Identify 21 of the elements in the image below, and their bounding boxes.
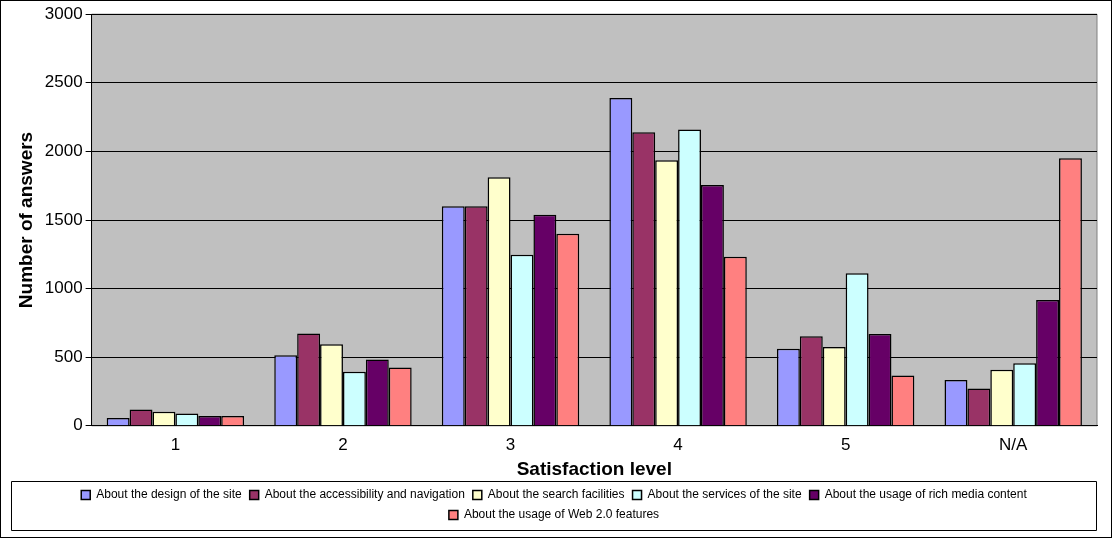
legend-label: About the usage of rich media content [824,487,1028,502]
legend-label: About the accessibility and navigation [264,487,465,502]
y-tick-label: 2000 [44,141,83,161]
x-tick-label: 1 [170,434,181,454]
x-axis-title: Satisfaction level [516,457,672,479]
legend-label: About the search facilities [487,487,625,502]
x-tick-label: 5 [840,434,851,454]
y-tick-label: 3000 [44,3,83,23]
x-tick-label: 3 [505,434,516,454]
x-tick-label: 4 [673,434,683,454]
y-tick-label: 1000 [44,278,83,298]
x-tick-label: N/A [999,434,1029,454]
legend-label: About the services of the site [647,487,802,502]
y-tick-label: 500 [54,346,83,366]
y-tick-label: 2500 [44,72,83,92]
legend-label: About the usage of Web 2.0 features [463,507,660,522]
y-tick-label: 0 [73,415,83,435]
y-axis-title: Number of answers [14,131,36,309]
legend-label: About the design of the site [96,487,242,502]
y-tick-label: 1500 [44,209,83,229]
x-tick-label: 2 [338,434,348,454]
